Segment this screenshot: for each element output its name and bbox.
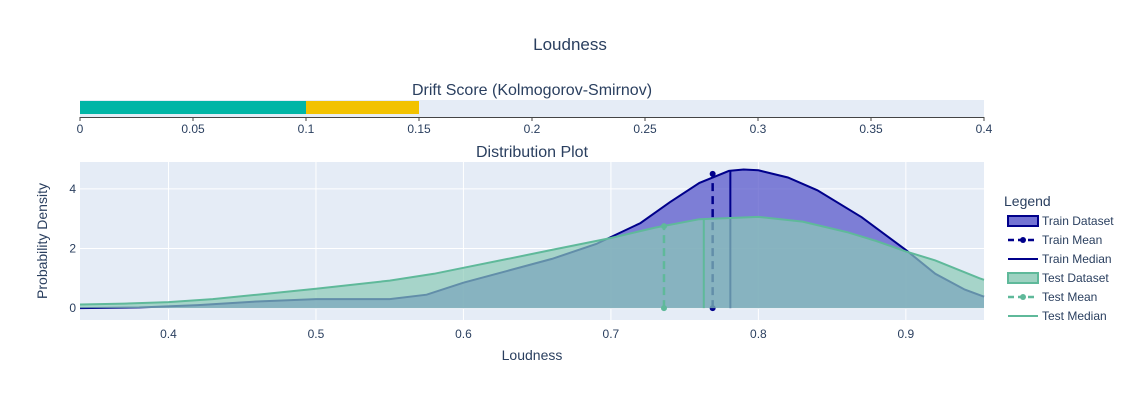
test-mean-marker-top xyxy=(660,223,667,230)
legend-label: Train Mean xyxy=(1042,233,1102,247)
drift-x-tick-label: 0.15 xyxy=(407,122,431,136)
x-tick-label: 0.6 xyxy=(455,327,472,341)
drift-x-tick-label: 0.25 xyxy=(633,122,657,136)
drift-x-tick-label: 0.1 xyxy=(298,122,315,136)
legend-title: Legend xyxy=(1004,193,1051,209)
legend-marker xyxy=(1020,294,1026,300)
test-mean-marker-bottom xyxy=(660,305,667,312)
test-density-area xyxy=(80,216,984,309)
test-density-line xyxy=(79,215,985,306)
distribution-title: Distribution Plot xyxy=(476,144,589,161)
legend-item-train-dataset[interactable]: Train Dataset xyxy=(1007,214,1114,228)
legend-label: Test Dataset xyxy=(1042,271,1109,285)
legend-swatch xyxy=(1007,215,1039,227)
legend-item-test-median[interactable]: Test Median xyxy=(1008,309,1107,323)
drift-score-chart: Drift Score (Kolmogorov-Smirnov) 0 0.05 0.… xyxy=(77,82,993,136)
drift-x-tick-label: 0 xyxy=(77,122,84,136)
drift-score-title: Drift Score (Kolmogorov-Smirnov) xyxy=(412,82,652,99)
legend-label: Test Median xyxy=(1042,309,1107,323)
drift-x-tick-label: 0.4 xyxy=(976,122,993,136)
distribution-x-axis: 0.4 0.5 0.6 0.7 0.8 0.9 xyxy=(160,327,914,341)
drift-x-tick-label: 0.05 xyxy=(181,122,205,136)
x-tick-label: 0.5 xyxy=(308,327,325,341)
legend-label: Test Mean xyxy=(1042,290,1097,304)
x-axis-label: Loudness xyxy=(502,347,563,363)
train-mean-marker-top xyxy=(709,170,716,177)
distribution-chart: Distribution Plot 0.4 0.5 0.6 0.7 0.8 0.9 0 2 4… xyxy=(34,144,985,363)
legend-item-test-dataset[interactable]: Test Dataset xyxy=(1007,271,1109,285)
drift-bar-segment-1 xyxy=(306,101,419,114)
drift-x-tick-label: 0.35 xyxy=(859,122,883,136)
x-tick-label: 0.7 xyxy=(603,327,620,341)
x-tick-label: 0.4 xyxy=(160,327,177,341)
distribution-series xyxy=(79,168,985,312)
legend-items[interactable]: Train Dataset Train Mean Train Median Test … xyxy=(1007,214,1114,323)
drift-score-x-axis: 0 0.05 0.1 0.15 0.2 0.25 0.3 0.35 0.4 xyxy=(77,117,993,136)
x-tick-label: 0.9 xyxy=(897,327,914,341)
x-tick-label: 0.8 xyxy=(750,327,767,341)
legend-swatch xyxy=(1007,272,1039,284)
legend-item-train-median[interactable]: Train Median xyxy=(1008,252,1112,266)
legend[interactable]: Legend Train Dataset Train Mean Train Medi… xyxy=(1004,193,1114,323)
legend-marker xyxy=(1020,237,1026,243)
legend-label: Train Dataset xyxy=(1042,214,1114,228)
drift-score-bars xyxy=(80,101,419,114)
distribution-y-axis: 0 2 4 xyxy=(69,182,76,315)
legend-label: Train Median xyxy=(1042,252,1112,266)
drift-bar-segment-0 xyxy=(80,101,306,114)
legend-item-test-mean[interactable]: Test Mean xyxy=(1008,290,1097,304)
y-tick-label: 4 xyxy=(69,182,76,196)
y-tick-label: 0 xyxy=(69,301,76,315)
drift-x-tick-label: 0.3 xyxy=(750,122,767,136)
drift-x-tick-label: 0.2 xyxy=(524,122,541,136)
y-axis-label: Probability Density xyxy=(34,183,50,299)
y-tick-label: 2 xyxy=(69,241,76,255)
main-title: Loudness xyxy=(533,35,607,54)
legend-item-train-mean[interactable]: Train Mean xyxy=(1008,233,1102,247)
